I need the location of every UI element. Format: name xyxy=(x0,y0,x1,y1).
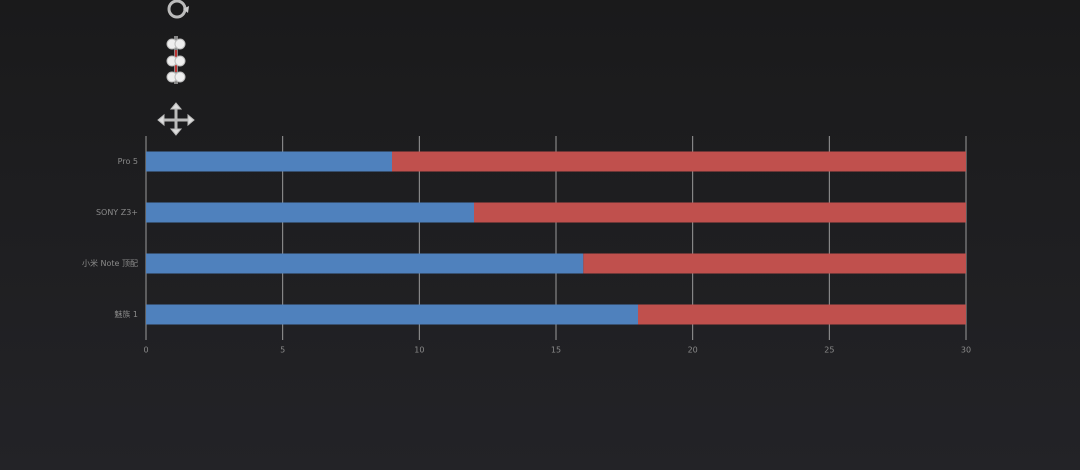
y-tick-label: SONY Z3+ xyxy=(96,208,138,217)
x-tick-label: 30 xyxy=(961,346,971,355)
y-tick-label: 魅族 1 xyxy=(114,309,138,319)
bar xyxy=(392,151,966,172)
bar xyxy=(146,202,474,223)
bar xyxy=(146,151,392,172)
x-tick-label: 20 xyxy=(688,346,698,355)
y-tick-label: Pro 5 xyxy=(118,157,138,166)
toolbox xyxy=(157,0,195,136)
x-tick-label: 5 xyxy=(280,346,285,355)
x-tick-label: 25 xyxy=(824,346,834,355)
bar xyxy=(146,253,584,274)
bar xyxy=(146,304,638,325)
y-tick-label: 小米 Note 顶配 xyxy=(82,258,138,268)
restore-button[interactable] xyxy=(167,0,189,19)
zoom-slider[interactable] xyxy=(166,36,186,84)
bar xyxy=(583,253,966,274)
x-tick-label: 10 xyxy=(414,346,424,355)
move-button[interactable] xyxy=(157,102,195,136)
bar xyxy=(638,304,966,325)
x-tick-label: 15 xyxy=(551,346,561,355)
bar xyxy=(474,202,966,223)
x-tick-label: 0 xyxy=(143,346,148,355)
